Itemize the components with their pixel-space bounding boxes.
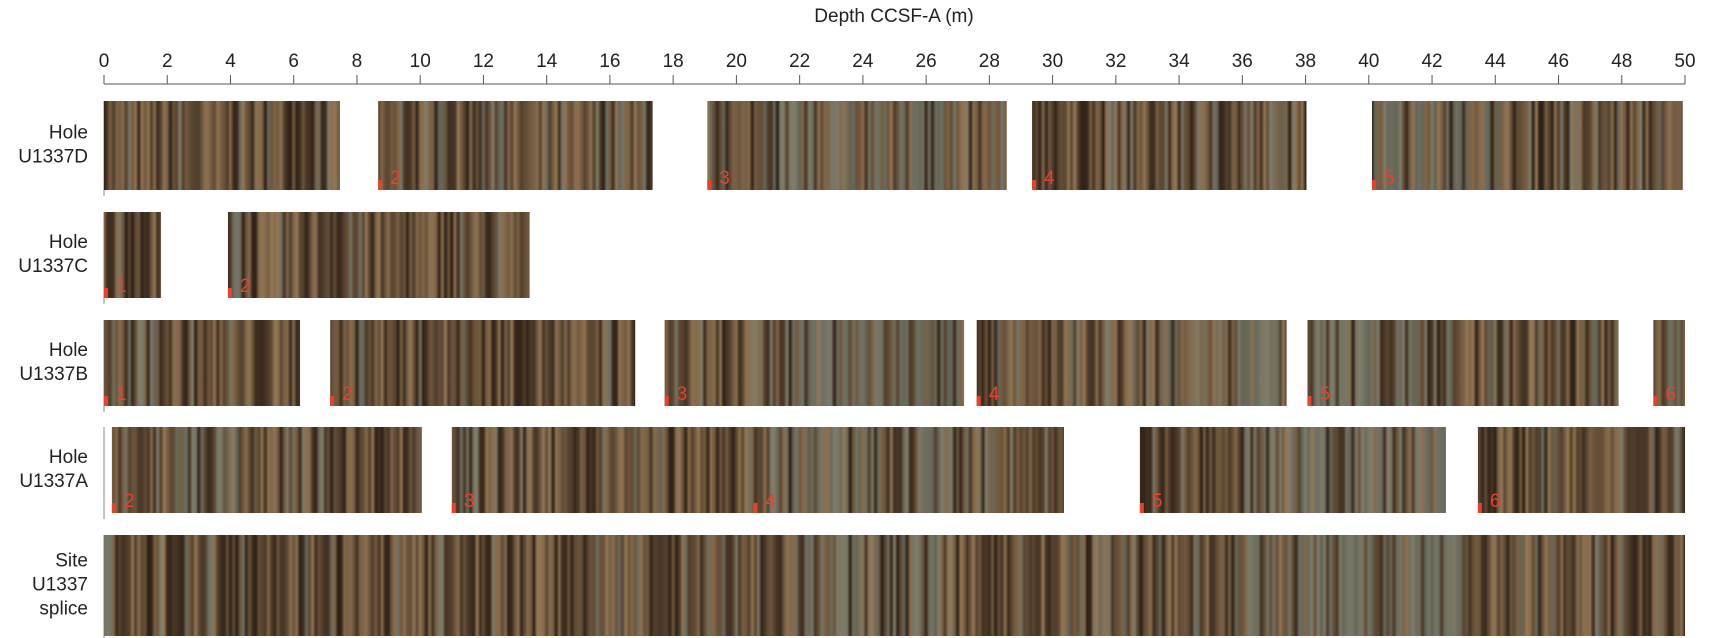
x-tick-label: 10 [410, 51, 431, 72]
row-label: U1337D [18, 147, 88, 168]
segment-marker [707, 180, 712, 190]
segment-label: 5 [1319, 384, 1330, 405]
x-tick-label: 30 [1042, 51, 1063, 72]
segment-label: 5 [1152, 491, 1163, 512]
core-segment [104, 320, 301, 406]
segment-marker [1032, 180, 1037, 190]
row-label: Hole [49, 123, 88, 144]
x-tick-label: 32 [1105, 51, 1126, 72]
row-label: U1337A [19, 471, 88, 492]
x-tick-label: 24 [852, 51, 874, 72]
core-segment [451, 427, 754, 513]
x-tick-label: 20 [726, 51, 747, 72]
row-label: Hole [49, 232, 88, 253]
segment-marker [1477, 503, 1482, 513]
x-tick-label: 12 [473, 51, 494, 72]
core-segment [664, 320, 965, 406]
segment-marker [1653, 396, 1658, 406]
x-tick-label: 14 [536, 51, 558, 72]
x-tick-label: 42 [1421, 51, 1442, 72]
core-segment [1032, 101, 1307, 190]
segment-marker [104, 396, 108, 406]
core-segment [753, 427, 1064, 513]
x-tick-label: 38 [1295, 51, 1316, 72]
x-tick-label: 0 [99, 51, 110, 72]
row-label: U1337C [18, 256, 88, 277]
core-segment [1139, 427, 1446, 513]
axis-title: Depth CCSF-A (m) [814, 6, 973, 27]
segment-label: 6 [1490, 491, 1501, 512]
x-tick-label: 48 [1611, 51, 1632, 72]
segment-label: 3 [464, 491, 475, 512]
core-segment [976, 320, 1287, 406]
segment-label: 4 [765, 491, 776, 512]
core-segment [1307, 320, 1619, 406]
segment-marker [753, 503, 758, 513]
segment-marker [664, 396, 669, 406]
segment-marker [451, 503, 456, 513]
segment-label: 4 [1044, 168, 1055, 189]
row-label: Hole [49, 340, 88, 361]
row-label: Site [55, 551, 88, 572]
row-label: Hole [49, 447, 88, 468]
x-tick-label: 46 [1548, 51, 1569, 72]
segment-marker [330, 396, 335, 406]
segment-label: 2 [390, 168, 401, 189]
row-label: U1337B [19, 364, 88, 385]
x-tick-label: 8 [352, 51, 363, 72]
core-segment [1371, 101, 1683, 190]
segment-label: 3 [677, 384, 688, 405]
segment-marker [1139, 503, 1144, 513]
core-segment [1477, 427, 1685, 513]
segment-label: 6 [1665, 384, 1676, 405]
x-tick-label: 34 [1169, 51, 1191, 72]
core-segment [1653, 320, 1685, 406]
core-segment [104, 535, 1685, 636]
segment-label: 2 [342, 384, 353, 405]
segment-marker [1307, 396, 1312, 406]
x-tick-label: 16 [599, 51, 620, 72]
segment-marker [104, 288, 108, 298]
x-tick-label: 6 [288, 51, 299, 72]
segment-marker [227, 288, 232, 298]
segment-label: 2 [240, 276, 251, 297]
segment-label: 5 [1384, 168, 1395, 189]
core-segment [111, 427, 422, 513]
x-tick-label: 28 [979, 51, 1000, 72]
core-segment [104, 101, 340, 190]
x-tick-label: 50 [1674, 51, 1695, 72]
x-tick-label: 26 [916, 51, 937, 72]
x-tick-label: 4 [225, 51, 236, 72]
core-segment [707, 101, 1007, 190]
row-label: U1337 [32, 575, 88, 596]
segment-marker [1371, 180, 1376, 190]
x-tick-label: 36 [1232, 51, 1253, 72]
row-label: splice [39, 599, 88, 620]
core-segment [227, 212, 530, 298]
core-segment [330, 320, 636, 406]
x-tick-label: 2 [162, 51, 173, 72]
x-tick-label: 22 [789, 51, 810, 72]
x-tick-label: 18 [663, 51, 684, 72]
segment-label: 1 [116, 276, 127, 297]
core-segment [378, 101, 653, 190]
x-tick-label: 40 [1358, 51, 1379, 72]
segment-marker [378, 180, 383, 190]
segment-marker [111, 503, 116, 513]
segment-label: 2 [124, 491, 135, 512]
segment-label: 3 [719, 168, 730, 189]
segment-label: 1 [116, 384, 127, 405]
x-tick-label: 44 [1485, 51, 1507, 72]
core-segment [104, 212, 161, 298]
segment-label: 4 [989, 384, 1000, 405]
segment-marker [976, 396, 981, 406]
